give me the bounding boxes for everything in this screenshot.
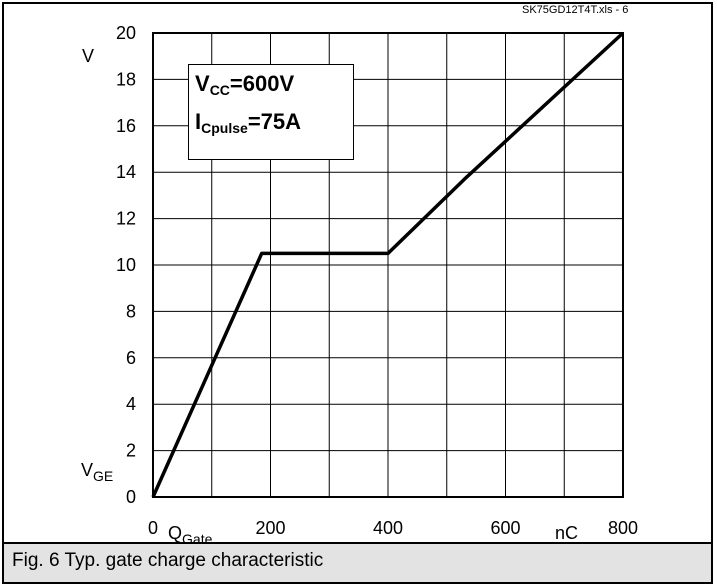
- caption-bar: Fig. 6 Typ. gate charge characteristic: [4, 542, 711, 582]
- y-tick-label: 8: [126, 301, 136, 321]
- y-tick-label: 12: [116, 209, 136, 229]
- x-axis-name: QGate: [168, 523, 213, 547]
- x-tick-label: 400: [373, 518, 403, 538]
- y-axis-unit: V: [82, 46, 94, 66]
- y-tick-label: 4: [126, 394, 136, 414]
- condition-vcc-sub: CC: [209, 82, 230, 98]
- condition-vcc-main: V: [195, 71, 210, 96]
- x-tick-labels: 0 200 400 600 800: [148, 518, 638, 538]
- condition-icpulse-main: I: [195, 109, 202, 134]
- y-tick-labels: 0 2 4 6 8 10 12 14 16 18 20: [116, 23, 136, 507]
- y-axis-name-sub: GE: [93, 468, 113, 484]
- file-label: SK75GD12T4T.xls - 6: [522, 4, 629, 16]
- condition-vcc-value: =600V: [229, 71, 295, 96]
- y-tick-label: 18: [116, 69, 136, 89]
- y-axis-name: VGE: [81, 460, 113, 484]
- x-axis-name-sub: Gate: [182, 531, 213, 547]
- x-tick-label: 600: [490, 518, 520, 538]
- y-tick-label: 20: [116, 23, 136, 43]
- plot-border: [152, 32, 624, 498]
- condition-vcc: VCC=600V: [195, 71, 294, 98]
- figure-caption: Fig. 6 Typ. gate charge characteristic: [12, 550, 324, 571]
- condition-icpulse: ICpulse=75A: [195, 109, 301, 136]
- x-tick-label: 800: [608, 518, 638, 538]
- x-axis-unit: nC: [555, 523, 578, 543]
- y-tick-label: 14: [116, 162, 136, 182]
- y-tick-label: 16: [116, 116, 136, 136]
- y-tick-label: 0: [126, 487, 136, 507]
- series-line-gate-charge: [151, 31, 625, 498]
- x-axis-name-main: Q: [168, 523, 182, 543]
- x-tick-label: 0: [148, 518, 158, 538]
- y-tick-label: 10: [116, 255, 136, 275]
- y-axis-name-main: V: [81, 460, 93, 480]
- condition-icpulse-value: =75A: [247, 109, 302, 134]
- condition-icpulse-sub: Cpulse: [201, 120, 248, 136]
- conditions-box: VCC=600V ICpulse=75A: [188, 64, 354, 160]
- y-tick-label: 6: [126, 348, 136, 368]
- x-tick-label: 200: [255, 518, 285, 538]
- y-tick-label: 2: [126, 441, 136, 461]
